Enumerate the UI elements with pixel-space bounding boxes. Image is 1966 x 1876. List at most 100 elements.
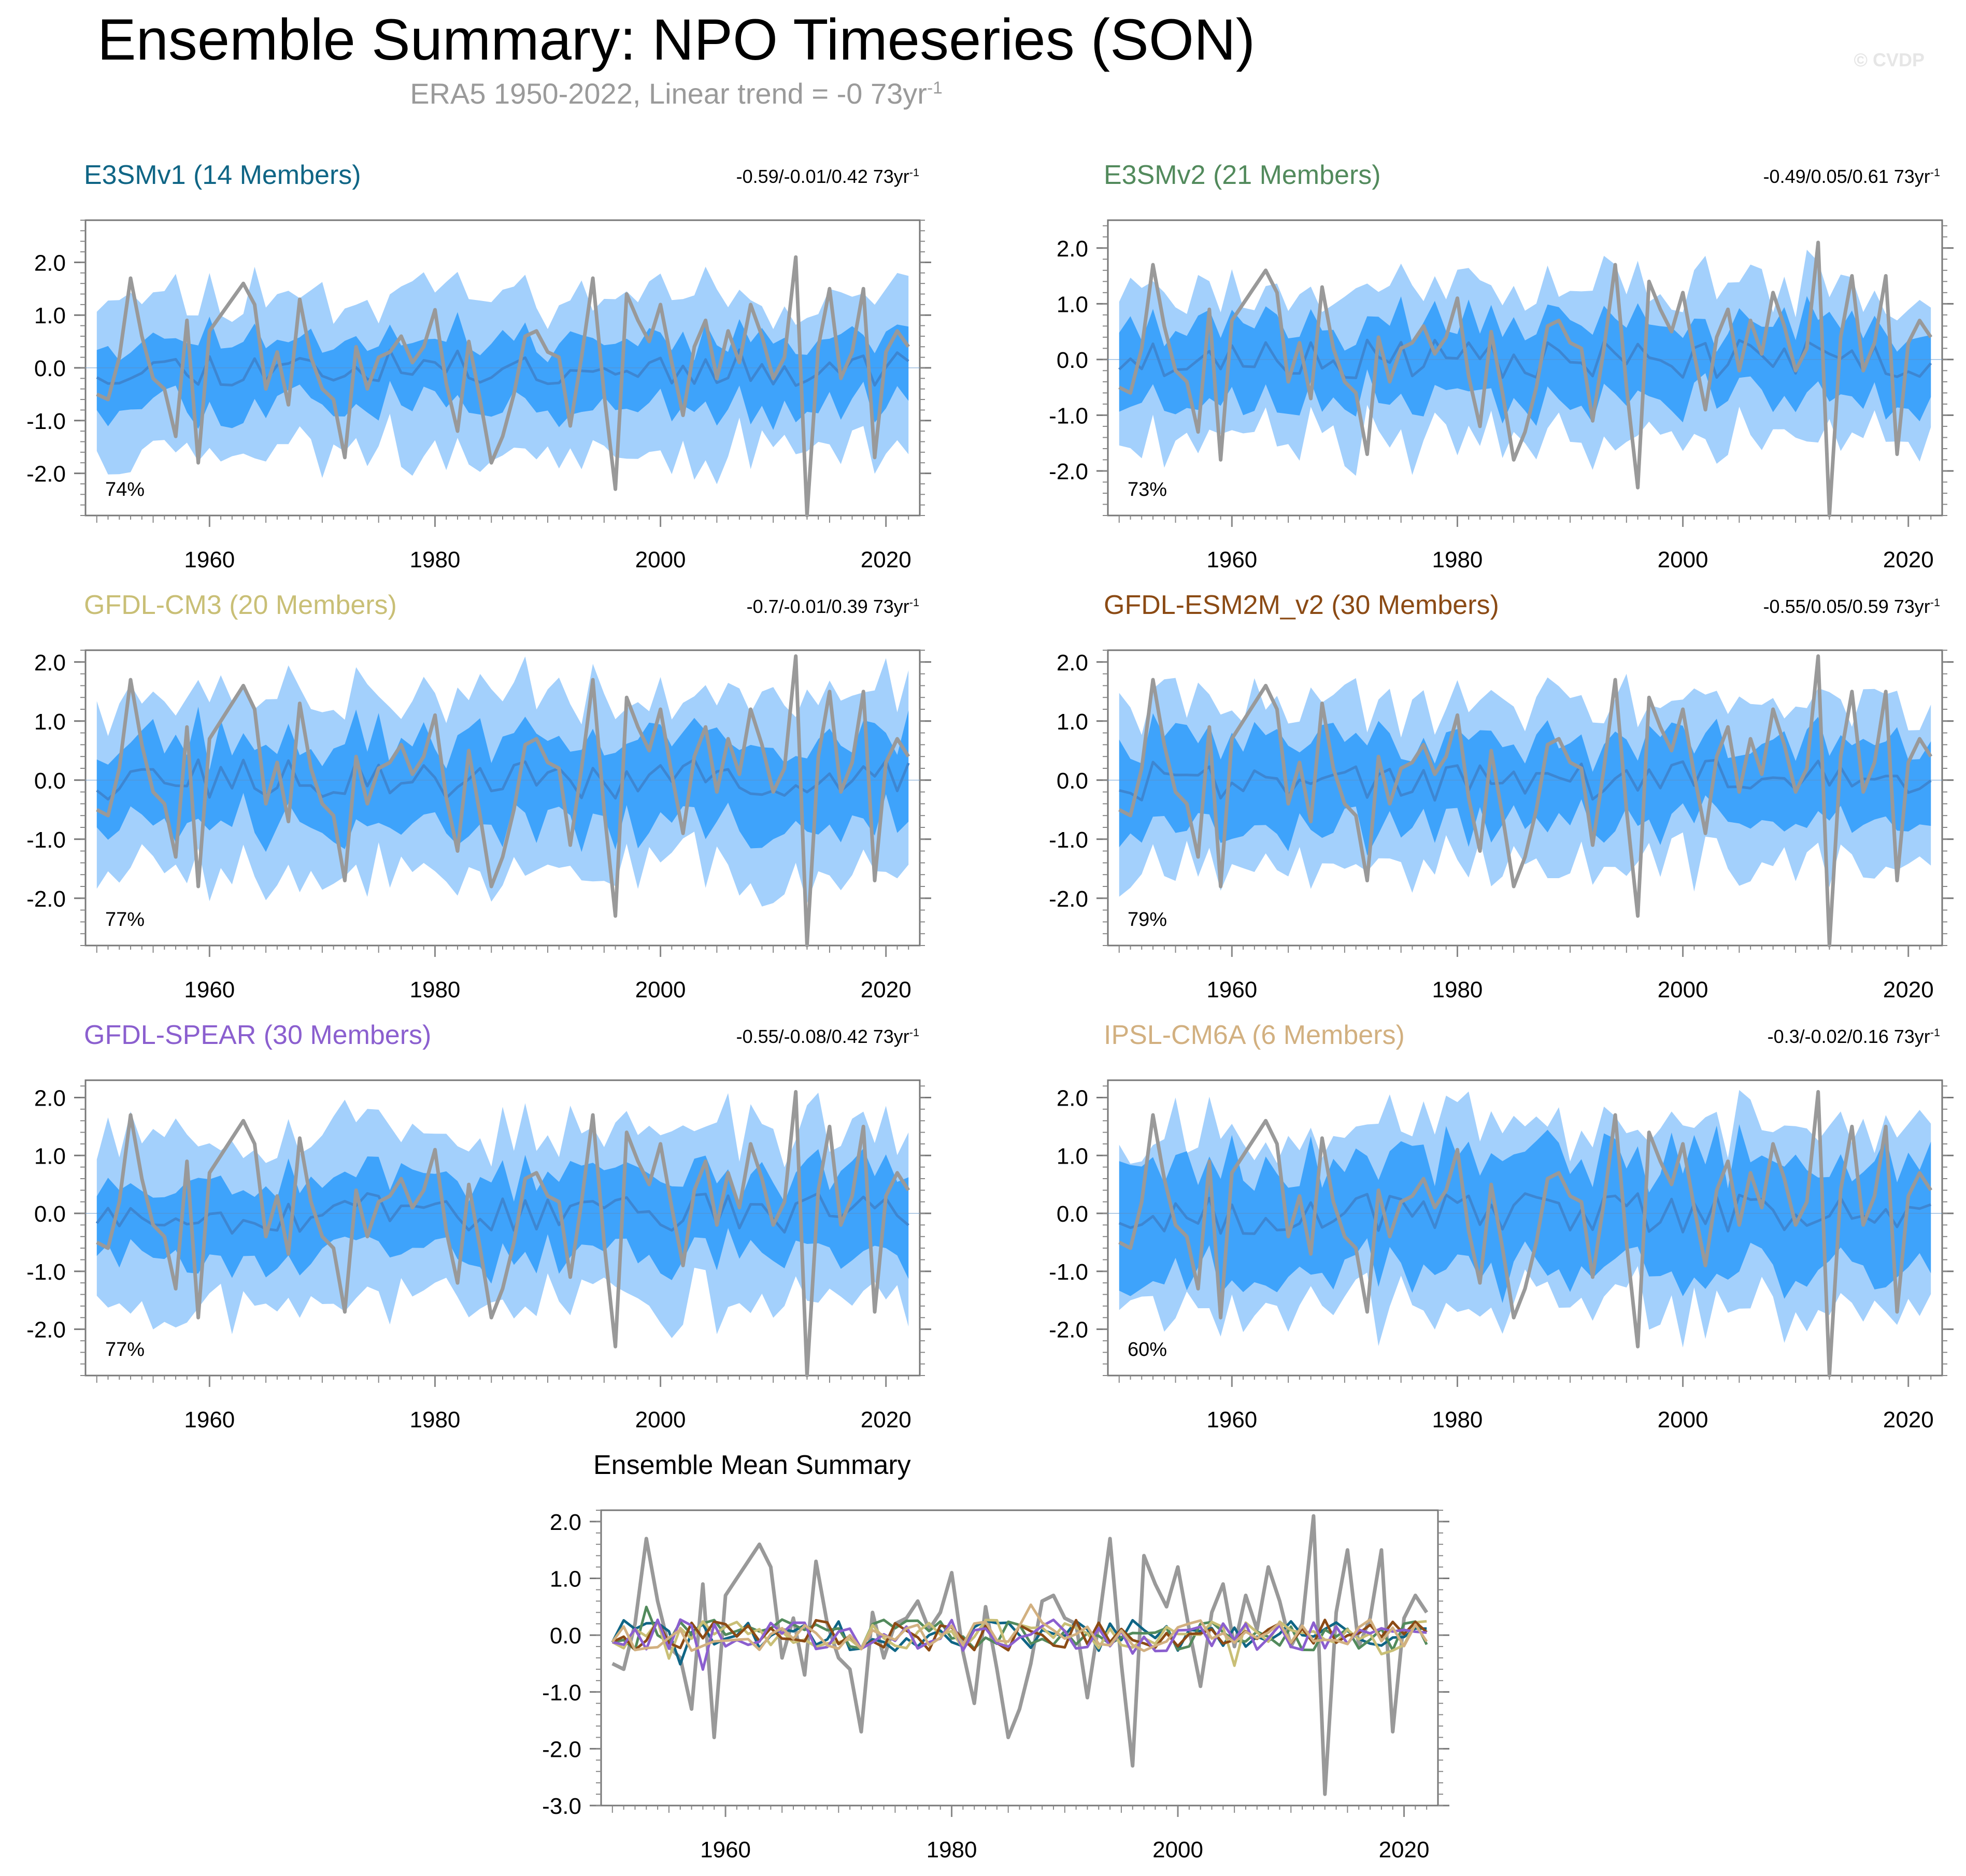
page-subtitle: ERA5 1950-2022, Linear trend = -0 73yr-1: [0, 77, 1352, 110]
panel-gfdl-cm3-ytick-label: -1.0: [26, 827, 66, 853]
panel-gfdl-cm3-inner-band: [96, 707, 909, 852]
summary-observations-line: [611, 1514, 1429, 1796]
summary-ytick-label: -2.0: [542, 1737, 581, 1762]
panel-gfdl-spear-xtick-label: 1980: [410, 1407, 461, 1433]
panel-title-gfdl-esm2m: GFDL-ESM2M_v2 (30 Members): [1104, 590, 1499, 620]
summary-ytick-label: -1.0: [542, 1680, 581, 1706]
panel-e3smv2-percent-label: 73%: [1128, 479, 1167, 500]
panel-gfdl-cm3-ytick-label: 0.0: [34, 768, 66, 794]
trend-superscript: -1: [909, 1026, 919, 1039]
trend-superscript: -1: [1930, 166, 1940, 179]
cvdp-credit: © CVDP: [1854, 49, 1925, 70]
panel-gfdl-esm2m-xtick-label: 2020: [1883, 977, 1934, 1003]
panel-e3smv2-ensemble-mean-line: [1118, 338, 1932, 379]
panel-e3smv2-observations-line: [1118, 240, 1933, 518]
panel-gfdl-esm2m-xtick-label: 1980: [1432, 977, 1483, 1003]
trend-superscript: -1: [1930, 1026, 1940, 1039]
panel-e3smv2-ytick-label: 0.0: [1057, 348, 1088, 373]
panel-gfdl-esm2m-ytick-label: -1.0: [1049, 827, 1088, 853]
summary-chart-title: Ensemble Mean Summary: [593, 1450, 911, 1480]
panel-e3smv1-ensemble-mean-line: [96, 348, 909, 387]
panel-e3smv1-xtick-label: 1980: [410, 547, 461, 572]
panel-gfdl-esm2m-percent-label: 79%: [1128, 909, 1167, 930]
panel-e3smv1-percent-label: 74%: [105, 479, 145, 500]
panel-e3smv1-ytick-label: 2.0: [34, 250, 66, 276]
panel-ipsl-cm6a-ytick-label: -2.0: [1049, 1318, 1088, 1343]
summary-series-e3smv1: [611, 1619, 1427, 1666]
panel-gfdl-spear-xtick-label: 2020: [861, 1407, 911, 1433]
panel-ipsl-cm6a-ytick-label: 1.0: [1057, 1143, 1088, 1169]
panel-gfdl-esm2m-xtick-label: 2000: [1658, 977, 1708, 1003]
panel-e3smv1-inner-band: [96, 312, 909, 430]
panel-gfdl-esm2m-observations-line: [1118, 654, 1933, 948]
panel-e3smv2-xtick-label: 2020: [1883, 547, 1934, 572]
summary-series-gfdl-spear: [612, 1618, 1427, 1671]
panel-gfdl-cm3-ytick-label: -2.0: [26, 886, 66, 912]
subtitle-text: ERA5 1950-2022, Linear trend = -0 73yr: [410, 77, 927, 110]
panel-e3smv1-xtick-label: 2020: [861, 547, 911, 572]
panel-title-ipsl-cm6a: IPSL-CM6A (6 Members): [1104, 1020, 1405, 1050]
panel-ipsl-cm6a-ensemble-mean-line: [1118, 1192, 1932, 1235]
panel-gfdl-spear-ytick-label: 0.0: [34, 1201, 66, 1227]
panel-ipsl-cm6a-xtick-label: 2020: [1883, 1407, 1934, 1433]
summary-series-ipsl-cm6a: [611, 1603, 1428, 1652]
subtitle-superscript: -1: [927, 78, 943, 98]
panel-trend-gfdl-spear: -0.55/-0.08/0.42 73yr-1: [736, 1026, 919, 1048]
panel-e3smv2-ytick-label: 2.0: [1057, 236, 1088, 262]
panel-gfdl-spear-percent-label: 77%: [105, 1339, 145, 1361]
panel-ipsl-cm6a-ytick-label: -1.0: [1049, 1259, 1088, 1285]
panel-gfdl-esm2m-ytick-label: 0.0: [1057, 768, 1088, 794]
panel-gfdl-esm2m-inner-band: [1119, 713, 1931, 856]
summary-xtick-label: 2020: [1379, 1837, 1430, 1863]
panel-gfdl-cm3-xtick-label: 2020: [861, 977, 911, 1003]
panel-gfdl-esm2m-ytick-label: -2.0: [1049, 886, 1088, 912]
page-title: Ensemble Summary: NPO Timeseries (SON): [97, 7, 1256, 72]
panel-e3smv2-xtick-label: 2000: [1658, 547, 1708, 572]
panel-gfdl-spear-xtick-label: 2000: [635, 1407, 686, 1433]
panel-title-e3smv2: E3SMv2 (21 Members): [1104, 160, 1381, 190]
summary-frame: [600, 1509, 1439, 1807]
panel-title-e3smv1: E3SMv1 (14 Members): [84, 160, 361, 190]
panel-gfdl-spear-observations-line: [96, 1090, 910, 1378]
panel-e3smv1-ytick-label: 1.0: [34, 303, 66, 328]
panel-gfdl-cm3-xtick-label: 1960: [184, 977, 235, 1003]
panel-gfdl-esm2m-ytick-label: 2.0: [1057, 650, 1088, 676]
panel-gfdl-cm3-xtick-label: 1980: [410, 977, 461, 1003]
panel-gfdl-spear-ytick-label: -2.0: [26, 1318, 66, 1343]
summary-ytick-label: 1.0: [550, 1567, 581, 1592]
panel-e3smv1-xtick-label: 1960: [184, 547, 235, 572]
panel-title-gfdl-spear: GFDL-SPEAR (30 Members): [84, 1020, 432, 1050]
panel-ipsl-cm6a-percent-label: 60%: [1128, 1339, 1167, 1361]
panel-gfdl-cm3-ytick-label: 1.0: [34, 709, 66, 735]
panel-trend-ipsl-cm6a: -0.3/-0.02/0.16 73yr-1: [1768, 1026, 1940, 1048]
panel-e3smv2-xtick-label: 1980: [1432, 547, 1483, 572]
panel-gfdl-spear-xtick-label: 1960: [184, 1407, 235, 1433]
panel-ipsl-cm6a-ytick-label: 2.0: [1057, 1086, 1088, 1111]
trend-text: -0.49/0.05/0.61 73yr: [1763, 166, 1930, 187]
panel-e3smv2-ytick-label: -2.0: [1049, 459, 1088, 484]
panel-trend-e3smv2: -0.49/0.05/0.61 73yr-1: [1763, 166, 1940, 188]
panel-e3smv1-observations-line: [96, 255, 910, 518]
panel-e3smv2-ytick-label: 1.0: [1057, 292, 1088, 317]
summary-xtick-label: 1960: [700, 1837, 751, 1863]
panel-ipsl-cm6a-ytick-label: 0.0: [1057, 1201, 1088, 1227]
panel-ipsl-cm6a-xtick-label: 2000: [1658, 1407, 1708, 1433]
summary-xtick-label: 2000: [1152, 1837, 1203, 1863]
trend-text: -0.3/-0.02/0.16 73yr: [1767, 1026, 1930, 1047]
panel-e3smv1-ytick-label: -2.0: [26, 462, 66, 487]
panel-e3smv2-ytick-label: -1.0: [1049, 403, 1088, 428]
panel-e3smv2-xtick-label: 1960: [1206, 547, 1257, 572]
panel-ipsl-cm6a-xtick-label: 1980: [1432, 1407, 1483, 1433]
trend-text: -0.55/0.05/0.59 73yr: [1763, 596, 1930, 617]
panel-e3smv1-ytick-label: -1.0: [26, 409, 66, 434]
panel-gfdl-cm3-observations-line: [96, 654, 910, 948]
panel-e3smv2-inner-band: [1119, 296, 1931, 426]
trend-superscript: -1: [909, 166, 919, 179]
panel-e3smv1-xtick-label: 2000: [635, 547, 686, 572]
panel-trend-gfdl-cm3: -0.7/-0.01/0.39 73yr-1: [747, 596, 919, 618]
panel-gfdl-esm2m-ytick-label: 1.0: [1057, 709, 1088, 735]
summary-ytick-label: 2.0: [550, 1510, 581, 1535]
panel-ipsl-cm6a-xtick-label: 1960: [1206, 1407, 1257, 1433]
panel-ipsl-cm6a-observations-line: [1118, 1090, 1933, 1378]
